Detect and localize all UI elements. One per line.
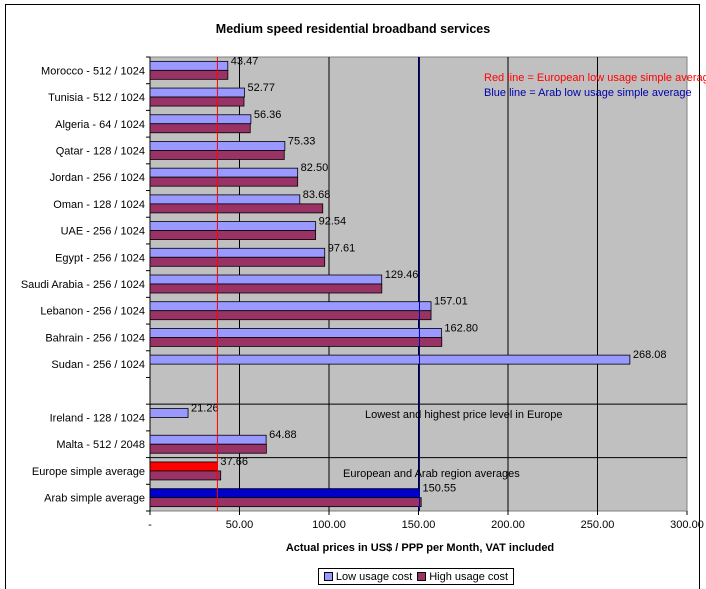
category-label: Saudi Arabia - 256 / 1024 [21,279,145,291]
legend-swatch-high [417,572,427,581]
annotation: European and Arab region averages [343,468,520,480]
category-label: Tunisia - 512 / 1024 [48,92,145,104]
bar-low-usage [149,87,245,98]
data-label: 268.08 [633,349,667,361]
bar-high-usage [149,310,432,321]
bar-low-usage [149,60,229,71]
reference-line-label: Blue line = Arab low usage simple averag… [484,87,692,99]
bar-low-usage [149,434,267,445]
data-label: 43.47 [231,55,259,67]
bar-high-usage [149,203,324,214]
category-label: Bahrain - 256 / 1024 [45,332,145,344]
data-label: 83.68 [303,189,331,201]
category-label: Europe simple average [32,466,145,478]
category-label: Ireland - 128 / 1024 [50,413,145,425]
bar-high-usage [149,283,383,294]
bar-high-usage [149,256,326,267]
bar-low-usage [149,114,252,125]
bar-high-usage [149,123,251,134]
legend-label-low: Low usage cost [335,570,413,583]
bar-high-usage [149,497,422,508]
data-label: 56.36 [254,109,282,121]
bar-high-usage [149,69,229,80]
bar-low-usage [149,488,420,499]
x-tick-label: 300.00 [670,519,704,531]
x-tick-label: 100.00 [312,519,346,531]
data-label: 129.46 [385,269,419,281]
legend-item-high: High usage cost [417,571,508,583]
legend-item-low: Low usage cost [323,570,413,583]
data-label: 82.50 [301,162,329,174]
category-label: Arab simple average [44,493,145,505]
data-label: 97.61 [328,242,356,254]
category-label: Sudan - 256 / 1024 [51,359,145,371]
data-label: 64.88 [269,429,297,441]
bar-high-usage [149,96,245,107]
data-label: 157.01 [434,296,468,308]
x-tick-label: 50.00 [226,519,254,531]
bar-low-usage [149,461,218,472]
legend-swatch-low [323,572,333,581]
data-label: 75.33 [288,135,316,147]
bar-low-usage [149,167,299,178]
chart-title: Medium speed residential broadband servi… [215,22,491,36]
x-tick-label: 250.00 [581,519,615,531]
chart-frame [5,4,700,589]
x-tick-label: 200.00 [491,519,525,531]
category-label: Morocco - 512 / 1024 [41,65,145,77]
category-label: Jordan - 256 / 1024 [50,172,145,184]
bar-high-usage [149,176,299,187]
bar-low-usage [149,328,442,338]
category-label: Qatar - 128 / 1024 [56,145,145,157]
bar-high-usage [149,470,222,481]
category-label: Egypt - 256 / 1024 [55,252,145,264]
legend: Low usage cost High usage cost [318,568,514,585]
data-label: 37.66 [220,456,248,468]
bar-low-usage [149,247,326,258]
bar-high-usage [149,443,267,454]
bar-high-usage [149,337,443,347]
category-label: UAE - 256 / 1024 [61,226,145,238]
bar-low-usage [149,194,301,205]
data-label: 162.80 [444,322,478,334]
reference-line-label: Red line = European low usage simple ave… [484,72,706,84]
bar-low-usage [149,408,189,418]
x-axis-label: Actual prices in US$ / PPP per Month, VA… [285,542,555,554]
category-label: Oman - 128 / 1024 [53,199,145,211]
legend-label-high: High usage cost [429,570,509,583]
data-label: 150.55 [422,483,456,495]
bar-high-usage [149,230,316,240]
bar-low-usage [149,221,317,231]
data-label: 92.54 [319,216,347,228]
bar-low-usage [149,274,383,285]
category-label: Malta - 512 / 2048 [56,439,145,451]
bar-low-usage [149,354,631,365]
category-label: Lebanon - 256 / 1024 [40,306,145,318]
data-label: 52.77 [247,82,275,94]
data-label: 21.26 [191,403,219,415]
category-label: Algeria - 64 / 1024 [55,119,145,131]
x-tick-label: 150.00 [402,519,436,531]
annotation: Lowest and highest price level in Europe [365,409,563,421]
bar-low-usage [149,301,432,312]
x-tick-label: - [148,519,152,531]
